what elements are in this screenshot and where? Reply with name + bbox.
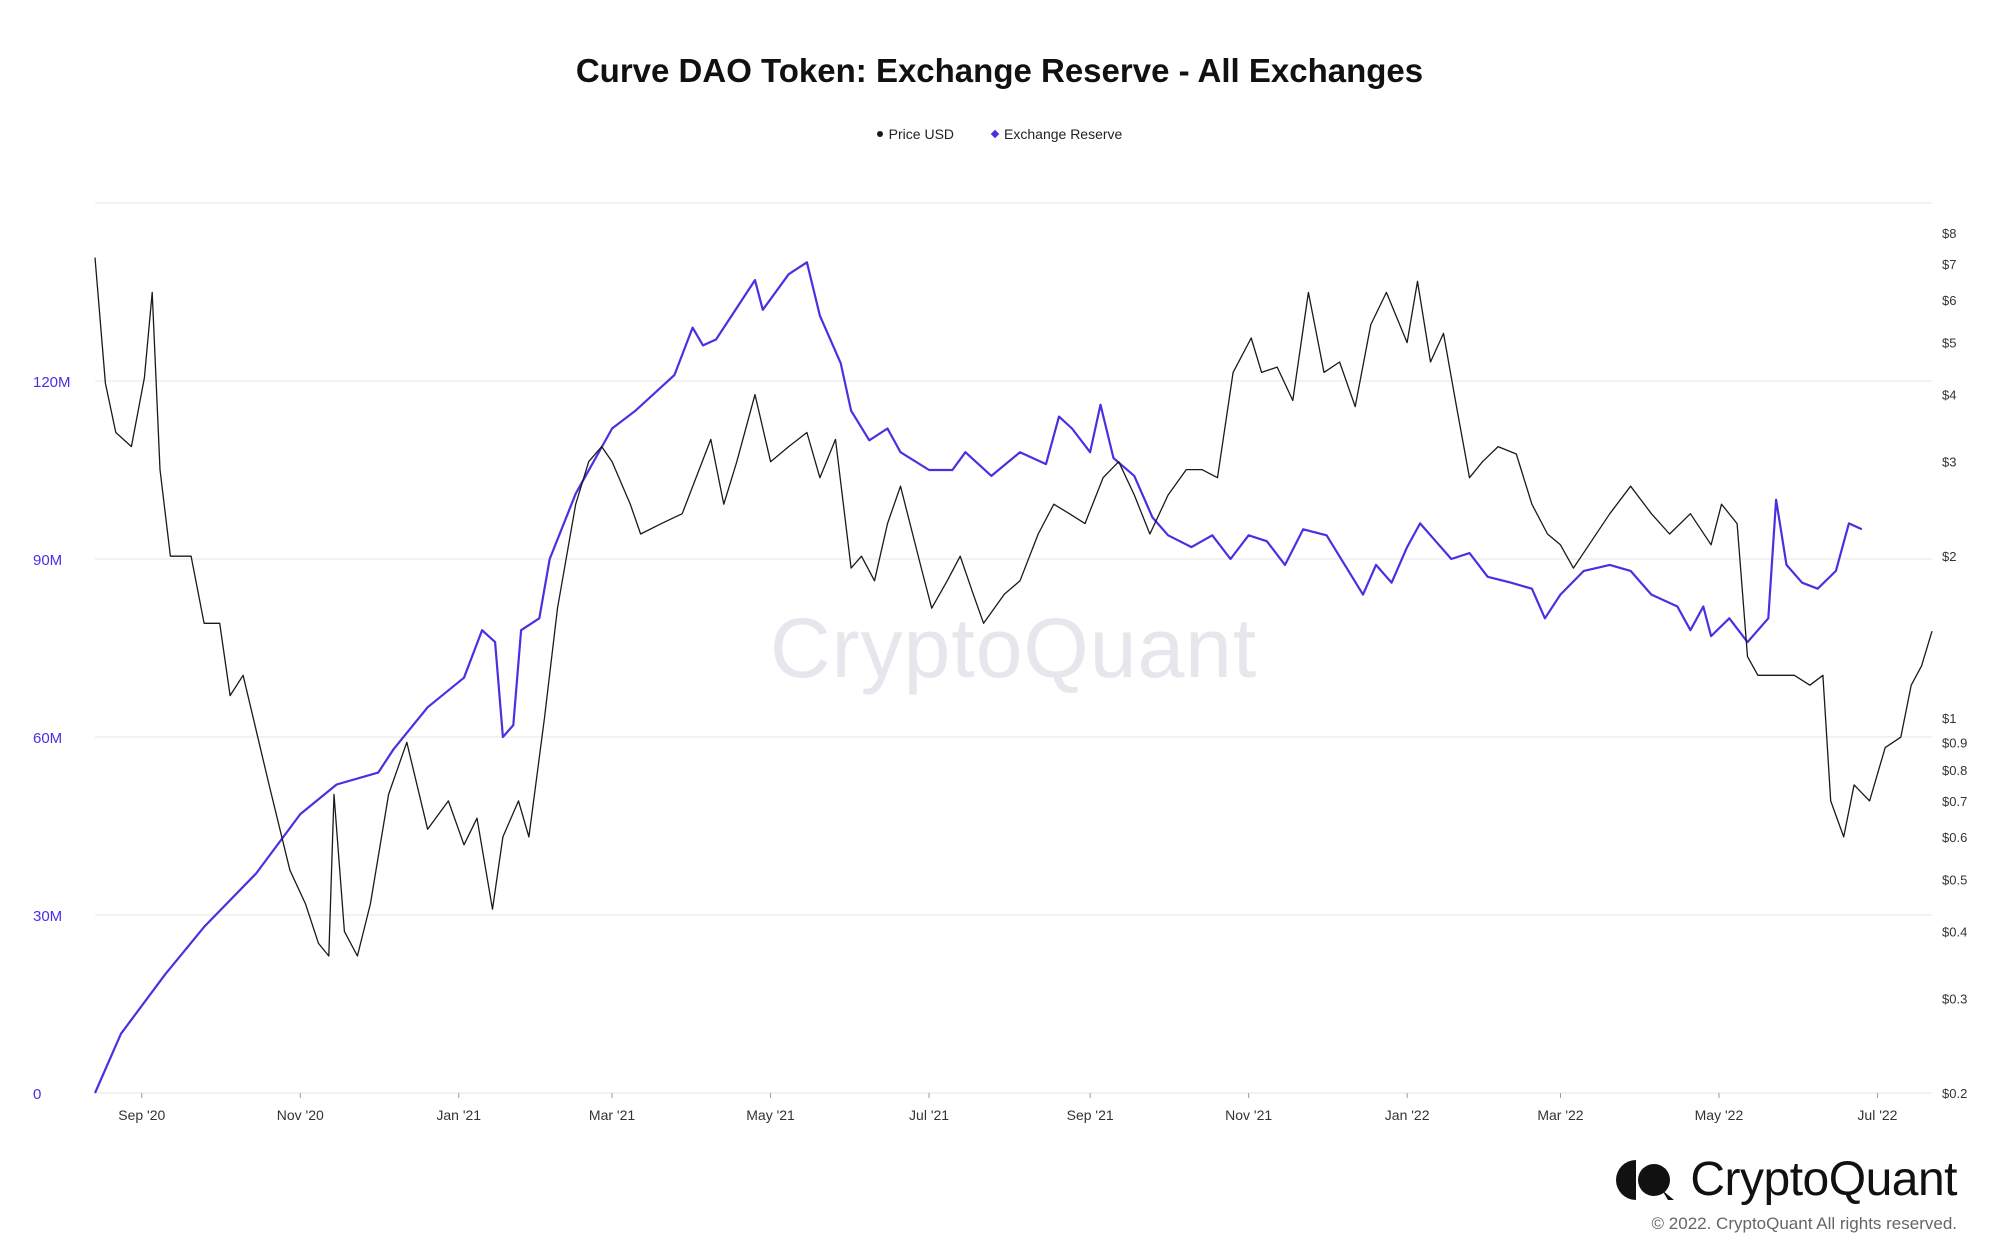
legend-marker-price xyxy=(876,131,883,137)
cryptoquant-logo-icon xyxy=(1616,1159,1675,1200)
legend-item-reserve[interactable]: Exchange Reserve xyxy=(990,126,1123,142)
y-left-tick-label: 30M xyxy=(33,908,62,925)
y-right-tick-label: $0.6 xyxy=(1942,830,1967,845)
y-right-tick-label: $2 xyxy=(1942,549,1956,564)
chart-title: Curve DAO Token: Exchange Reserve - All … xyxy=(575,52,1424,89)
x-tick-label: May '21 xyxy=(746,1107,795,1123)
legend-label-reserve: Exchange Reserve xyxy=(1004,126,1123,142)
y-right-tick-label: $0.4 xyxy=(1942,924,1967,939)
x-axis: Sep '20 Nov '20 Jan '21 Mar '21 May '21 Jul '… xyxy=(118,1093,1898,1123)
grid-lines xyxy=(95,202,1932,1094)
y-left-tick-label: 0 xyxy=(33,1086,41,1103)
x-tick-label: Mar '21 xyxy=(589,1107,635,1123)
y-right-tick-label: $0.5 xyxy=(1942,872,1967,887)
x-tick-label: Jul '21 xyxy=(909,1107,949,1123)
x-tick-label: Jan '21 xyxy=(436,1107,481,1123)
y-right-tick-label: $8 xyxy=(1942,226,1956,241)
y-right-tick-label: $4 xyxy=(1942,388,1956,403)
legend-item-price[interactable]: Price USD xyxy=(876,126,955,142)
copyright: © 2022. CryptoQuant All rights reserved. xyxy=(1651,1214,1957,1233)
series-lines xyxy=(93,257,1933,1094)
y-right-tick-label: $3 xyxy=(1942,455,1956,470)
x-tick-label: Sep '20 xyxy=(118,1107,165,1123)
y-right-tick-label: $0.3 xyxy=(1942,991,1967,1006)
legend-label-price: Price USD xyxy=(888,126,955,142)
exchange-reserve-line xyxy=(93,261,1863,1094)
y-left-tick-label: 60M xyxy=(33,730,62,747)
y-right-tick-label: $0.8 xyxy=(1942,763,1967,778)
y-axis-right: $0.2 $0.3 $0.4 $0.5 $0.6 $0.7 $0.8 $0.9 $1 $2 $3 $4… xyxy=(1942,226,1967,1101)
y-right-tick-label: $6 xyxy=(1942,293,1956,308)
y-right-tick-label: $0.9 xyxy=(1942,735,1967,750)
x-tick-label: Jul '22 xyxy=(1857,1107,1897,1123)
brand-name: CryptoQuant xyxy=(1690,1153,1957,1206)
y-right-tick-label: $5 xyxy=(1942,336,1956,351)
y-left-tick-label: 120M xyxy=(33,374,71,391)
y-right-tick-label: $1 xyxy=(1942,711,1956,726)
x-tick-label: Nov '21 xyxy=(1225,1107,1272,1123)
price-usd-line xyxy=(94,257,1933,957)
x-tick-label: Nov '20 xyxy=(277,1107,324,1123)
x-tick-label: Sep '21 xyxy=(1067,1107,1114,1123)
y-left-tick-label: 90M xyxy=(33,552,62,569)
x-tick-label: Jan '22 xyxy=(1385,1107,1430,1123)
y-right-tick-label: $0.2 xyxy=(1942,1086,1967,1101)
y-right-tick-label: $0.7 xyxy=(1942,794,1967,809)
x-tick-label: Mar '22 xyxy=(1537,1107,1583,1123)
y-axis-left: 0 30M 60M 90M 120M xyxy=(33,374,71,1103)
chart-legend: Price USD Exchange Reserve xyxy=(0,126,1999,142)
y-right-tick-label: $7 xyxy=(1942,257,1956,272)
x-tick-label: May '22 xyxy=(1695,1107,1744,1123)
brand: CryptoQuant xyxy=(1614,1152,1957,1207)
